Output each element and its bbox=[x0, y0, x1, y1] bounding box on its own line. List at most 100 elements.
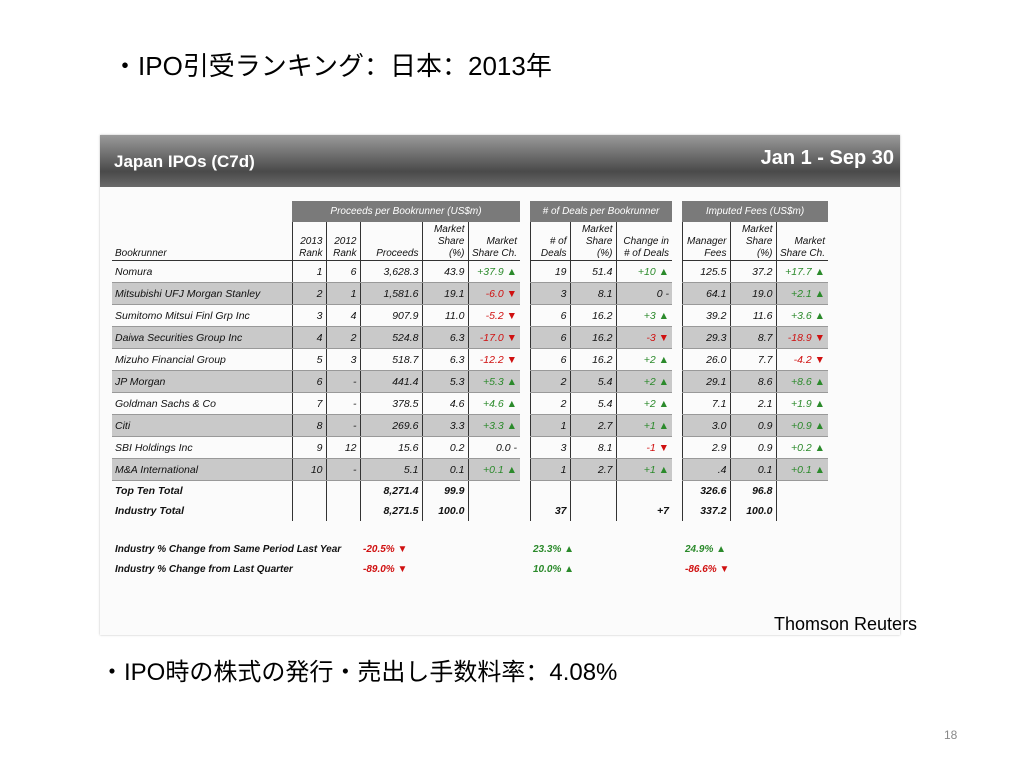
table-row: Industry Total 8,271.5 100.0 37 +7 337.2 100.0 bbox=[112, 501, 828, 521]
column-header: # of Deals bbox=[529, 222, 570, 261]
bookrunner: Mitsubishi UFJ Morgan Stanley bbox=[112, 282, 292, 305]
cell: 8.1 bbox=[569, 282, 616, 305]
table-header-bar: Japan IPOs (C7d) Jan 1 - Sep 30 bbox=[100, 135, 900, 187]
gap bbox=[520, 559, 530, 579]
cell: 907.9 bbox=[359, 304, 422, 327]
table-row: Mitsubishi UFJ Morgan Stanley 2 1 1,581.6 19… bbox=[112, 282, 828, 305]
cell: -5.2 ▼ bbox=[467, 304, 520, 327]
cell: 441.4 bbox=[359, 370, 422, 393]
cell: 2 bbox=[529, 392, 570, 415]
cell: +0.2 ▲ bbox=[775, 436, 828, 459]
column-header: 2012 Rank bbox=[325, 222, 360, 261]
gap bbox=[672, 370, 682, 393]
cell: +37.9 ▲ bbox=[467, 260, 520, 283]
cell: 7.1 bbox=[681, 392, 730, 415]
cell: 6.3 bbox=[421, 326, 468, 349]
column-header-row: Bookrunner 2013 Rank 2012 Rank Proceeds Mark… bbox=[112, 222, 828, 261]
table-row: Nomura 1 6 3,628.3 43.9 +37.9 ▲ 19 51.4 +10 ▲ 125… bbox=[112, 260, 828, 283]
gap bbox=[520, 370, 530, 393]
cell: 8,271.5 bbox=[359, 501, 422, 521]
table-row: Daiwa Securities Group Inc 4 2 524.8 6.3 -17.… bbox=[112, 326, 828, 349]
cell: 524.8 bbox=[359, 326, 422, 349]
cell: 3.3 bbox=[421, 414, 468, 437]
column-header: Manager Fees bbox=[681, 222, 730, 261]
table-row: Sumitomo Mitsui Finl Grp Inc 3 4 907.9 11.0-… bbox=[112, 304, 828, 327]
bookrunner: Sumitomo Mitsui Finl Grp Inc bbox=[112, 304, 292, 327]
table-row: Top Ten Total 8,271.4 99.9 326.6 96.8 bbox=[112, 480, 828, 501]
change-value: -89.0% ▼ bbox=[363, 563, 408, 575]
gap bbox=[672, 458, 682, 481]
cell: +0.1 ▲ bbox=[467, 458, 520, 481]
gap bbox=[520, 260, 530, 283]
cell: 43.9 bbox=[421, 260, 468, 283]
gap bbox=[672, 559, 682, 579]
gap bbox=[672, 222, 682, 261]
cell: 0.1 bbox=[421, 458, 468, 481]
gap bbox=[672, 414, 682, 437]
cell: 0.9 bbox=[729, 414, 776, 437]
cell: +3 ▲ bbox=[615, 304, 672, 327]
cell: - bbox=[325, 458, 360, 481]
gap bbox=[672, 282, 682, 305]
cell: +2 ▲ bbox=[615, 370, 672, 393]
gap bbox=[672, 201, 682, 222]
cell: 2.9 bbox=[681, 436, 730, 459]
cell: 96.8 bbox=[729, 480, 776, 501]
cell: 16.2 bbox=[569, 304, 616, 327]
cell: +3.3 ▲ bbox=[467, 414, 520, 437]
bookrunner: M&A International bbox=[112, 458, 292, 481]
gap bbox=[672, 348, 682, 371]
change-value: -20.5% ▼ bbox=[363, 543, 408, 555]
cell: +2 ▲ bbox=[615, 392, 672, 415]
cell: +10 ▲ bbox=[615, 260, 672, 283]
cell: 39.2 bbox=[681, 304, 730, 327]
cell: 269.6 bbox=[359, 414, 422, 437]
cell: 3 bbox=[529, 436, 570, 459]
cell: 19.0 bbox=[729, 282, 776, 305]
cell: 15.6 bbox=[359, 436, 422, 459]
bookrunner: Mizuho Financial Group bbox=[112, 348, 292, 371]
footer-text: ・IPO時の株式の発行・売出し手数料率：4.08% bbox=[100, 659, 618, 686]
cell bbox=[325, 501, 360, 521]
cell: 6 bbox=[325, 260, 360, 283]
column-header: Change in # of Deals bbox=[615, 222, 672, 261]
cell: 2 bbox=[529, 370, 570, 393]
cell: 4 bbox=[291, 326, 326, 349]
change-label: Industry % Change from Same Period Last … bbox=[115, 543, 342, 555]
cell: 2 bbox=[291, 282, 326, 305]
group-header-row: Proceeds per Bookrunner (US$m) # of Deals… bbox=[112, 201, 828, 222]
cell: 3,628.3 bbox=[359, 260, 422, 283]
cell: 6 bbox=[529, 326, 570, 349]
cell: 16.2 bbox=[569, 326, 616, 349]
column-header: Market Share (%) bbox=[729, 222, 776, 261]
bookrunner: Goldman Sachs & Co bbox=[112, 392, 292, 415]
cell: +2.1 ▲ bbox=[775, 282, 828, 305]
cell: 518.7 bbox=[359, 348, 422, 371]
cell: 0.9 bbox=[729, 436, 776, 459]
cell: 4 bbox=[325, 304, 360, 327]
gap bbox=[520, 304, 530, 327]
cell: 337.2 bbox=[681, 501, 730, 521]
cell bbox=[467, 501, 520, 521]
cell: 29.1 bbox=[681, 370, 730, 393]
cell: 100.0 bbox=[421, 501, 468, 521]
change-row: Industry % Change from Same Period Last … bbox=[112, 539, 828, 559]
cell: - bbox=[325, 392, 360, 415]
cell: 19.1 bbox=[421, 282, 468, 305]
spacer-row bbox=[112, 521, 828, 539]
cell: 1,581.6 bbox=[359, 282, 422, 305]
gap bbox=[672, 501, 682, 521]
cell: 5.4 bbox=[569, 392, 616, 415]
cell: 99.9 bbox=[421, 480, 468, 501]
cell: 19 bbox=[529, 260, 570, 283]
ranking-table: Proceeds per Bookrunner (US$m) # of Deals… bbox=[112, 201, 828, 579]
cell bbox=[291, 501, 326, 521]
cell bbox=[467, 480, 520, 501]
cell: 3.0 bbox=[681, 414, 730, 437]
gap bbox=[672, 326, 682, 349]
cell: +0.9 ▲ bbox=[775, 414, 828, 437]
table-row: M&A International 10-5.1 0.1 +0.1 ▲ 1 2.7 +1 ▲… bbox=[112, 458, 828, 481]
gap bbox=[520, 480, 530, 501]
bookrunner: Nomura bbox=[112, 260, 292, 283]
cell: +1.9 ▲ bbox=[775, 392, 828, 415]
